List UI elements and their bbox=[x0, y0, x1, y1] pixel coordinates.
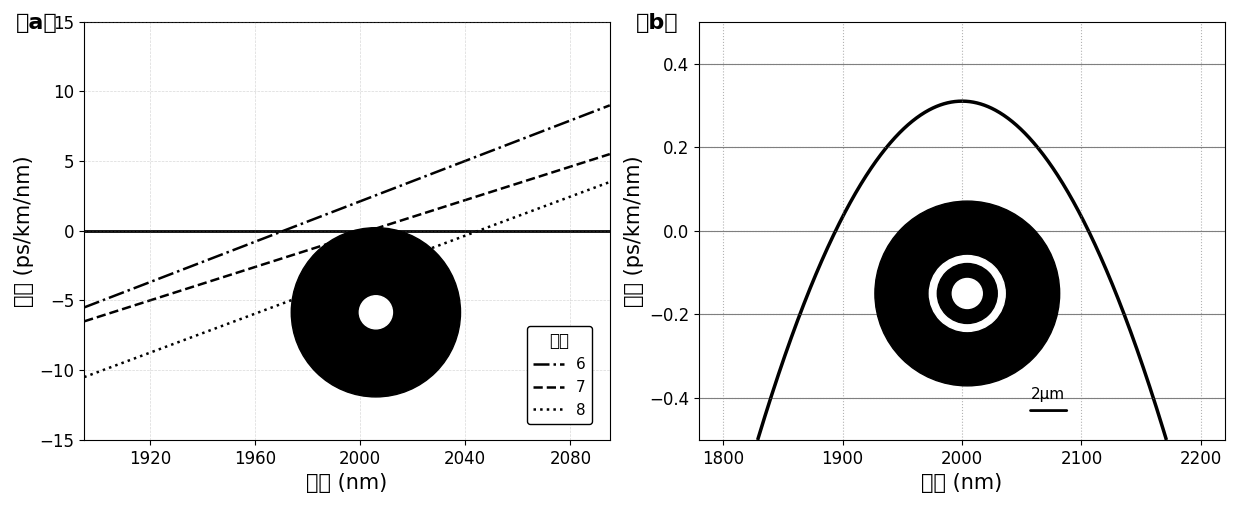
Text: 2μm: 2μm bbox=[1030, 387, 1065, 402]
Text: （b）: （b） bbox=[636, 13, 678, 33]
X-axis label: 波长 (nm): 波长 (nm) bbox=[921, 473, 1003, 493]
Y-axis label: 色散 (ps/km/nm): 色散 (ps/km/nm) bbox=[14, 155, 33, 307]
Y-axis label: 色散 (ps/km/nm): 色散 (ps/km/nm) bbox=[624, 155, 644, 307]
X-axis label: 波长 (nm): 波长 (nm) bbox=[306, 473, 388, 493]
Text: （a）: （a） bbox=[16, 13, 57, 33]
Legend: 6, 7, 8: 6, 7, 8 bbox=[527, 325, 591, 424]
